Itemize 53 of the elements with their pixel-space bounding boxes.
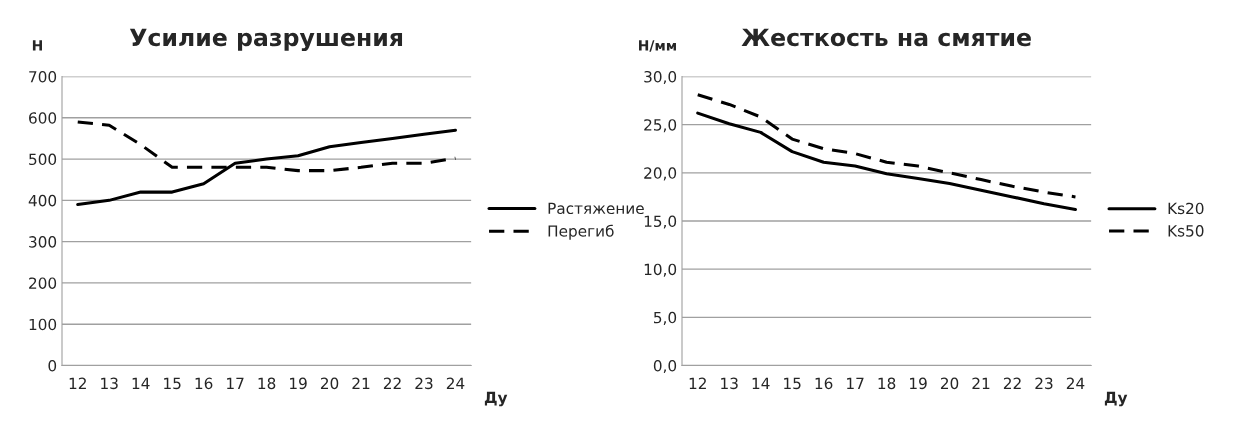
x-tick-label: 19	[290, 377, 307, 390]
y-tick-label: 600	[29, 112, 57, 124]
legend-label: Растяжение	[548, 202, 644, 215]
x-tick-label: 16	[815, 377, 833, 390]
x-tick-label: 23	[1035, 377, 1053, 390]
x-tick-label: 12	[689, 377, 706, 389]
x-tick-label: 17	[847, 377, 864, 389]
y-tick-label: 100	[29, 318, 57, 331]
y-tick-label: 5,0	[654, 311, 677, 325]
y-tick-label: 0,0	[653, 359, 677, 374]
y-tick-label: 200	[29, 277, 57, 289]
x-tick-label: 22	[1003, 377, 1021, 389]
y-tick-label: 15,0	[644, 215, 677, 229]
line-series	[696, 93, 1077, 199]
y-axis-title: Н	[32, 40, 42, 51]
x-tick-label: 23	[415, 377, 433, 390]
x-tick-label: 20	[940, 377, 959, 390]
x-tick-label: 24	[446, 377, 465, 389]
x-tick-label: 18	[878, 377, 896, 390]
x-tick-label: 21	[972, 377, 990, 389]
x-axis-title: Ду	[1104, 391, 1128, 407]
y-tick-label: 400	[28, 194, 57, 207]
line-series	[696, 111, 1077, 211]
x-tick-label: 20	[320, 377, 339, 390]
y-tick-label: 700	[29, 70, 57, 83]
y-tick-label: 300	[29, 236, 57, 248]
x-tick-label: 17	[227, 377, 244, 389]
chart-title: Жесткость на смятие	[741, 28, 1031, 47]
y-tick-label: 500	[29, 153, 57, 166]
x-tick-label: 22	[383, 377, 401, 389]
x-tick-label: 15	[164, 377, 181, 390]
x-axis-title: Ду	[484, 391, 508, 407]
y-tick-label: 30,0	[644, 70, 677, 85]
x-tick-label: 16	[195, 377, 213, 390]
x-tick-label: 24	[1066, 377, 1085, 389]
legend-label: Перегиб	[548, 224, 614, 240]
x-tick-label: 15	[784, 377, 801, 390]
x-tick-label: 13	[721, 377, 738, 390]
x-tick-label: 14	[752, 377, 770, 389]
x-tick-label: 18	[258, 377, 276, 390]
chart-title: Усилие разрушения	[129, 28, 403, 52]
y-tick-label: 25,0	[644, 119, 677, 133]
legend-label: Ks50	[1168, 225, 1204, 237]
x-tick-label: 12	[69, 377, 86, 389]
y-tick-label: 0	[48, 359, 57, 372]
legend-label: Ks20	[1168, 202, 1204, 215]
y-tick-label: 20,0	[644, 167, 677, 181]
y-tick-label: 10,0	[644, 263, 677, 277]
x-tick-label: 13	[101, 377, 118, 390]
x-tick-label: 14	[132, 377, 150, 389]
x-tick-label: 19	[910, 377, 927, 390]
y-axis-title: Н/мм	[639, 40, 676, 52]
x-tick-label: 21	[352, 377, 370, 389]
